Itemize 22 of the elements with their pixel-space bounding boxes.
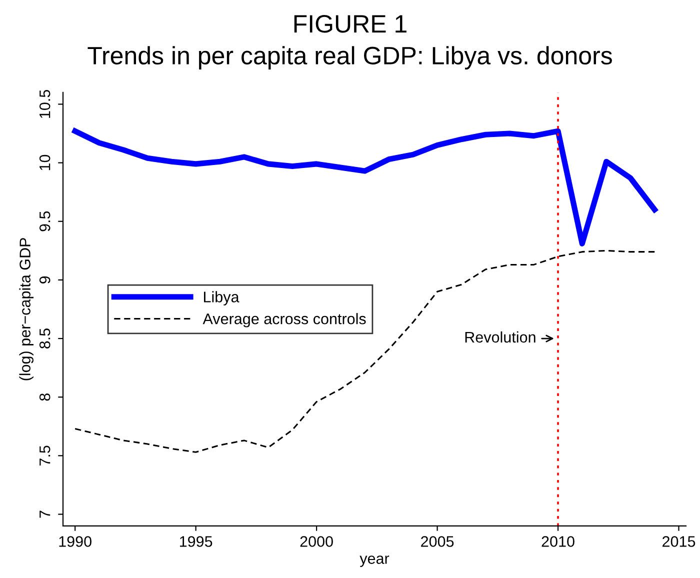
- line-series: [74, 250, 656, 453]
- ref-line-label: Revolution: [465, 331, 536, 343]
- y-axis-title: (log) per−capita GDP: [19, 238, 34, 380]
- x-tick-label: 2000: [300, 536, 333, 547]
- y-tick-label: 9: [39, 276, 50, 284]
- legend-label: Libya: [204, 291, 240, 306]
- x-tick-label: 2015: [662, 536, 696, 547]
- x-tick-label: 2010: [542, 536, 574, 547]
- legend-label: Average across controls: [202, 313, 366, 328]
- y-tick-label: 8: [39, 394, 50, 401]
- chart-subtitle: Trends in per capita real GDP: Libya vs. donors: [88, 46, 612, 70]
- y-tick-label: 7: [40, 510, 50, 518]
- x-axis-title: year: [360, 556, 390, 567]
- y-tick-label: 10.5: [39, 90, 50, 118]
- y-tick-label: 9.5: [39, 211, 50, 232]
- y-tick-label: 7.5: [40, 446, 50, 466]
- y-tick-label: 8.5: [39, 328, 50, 348]
- chart-title: FIGURE 1: [294, 15, 406, 33]
- x-tick-label: 1990: [59, 536, 92, 547]
- x-tick-label: 1995: [180, 536, 212, 547]
- y-tick-label: 10: [39, 154, 50, 170]
- x-tick-label: 2005: [421, 536, 454, 547]
